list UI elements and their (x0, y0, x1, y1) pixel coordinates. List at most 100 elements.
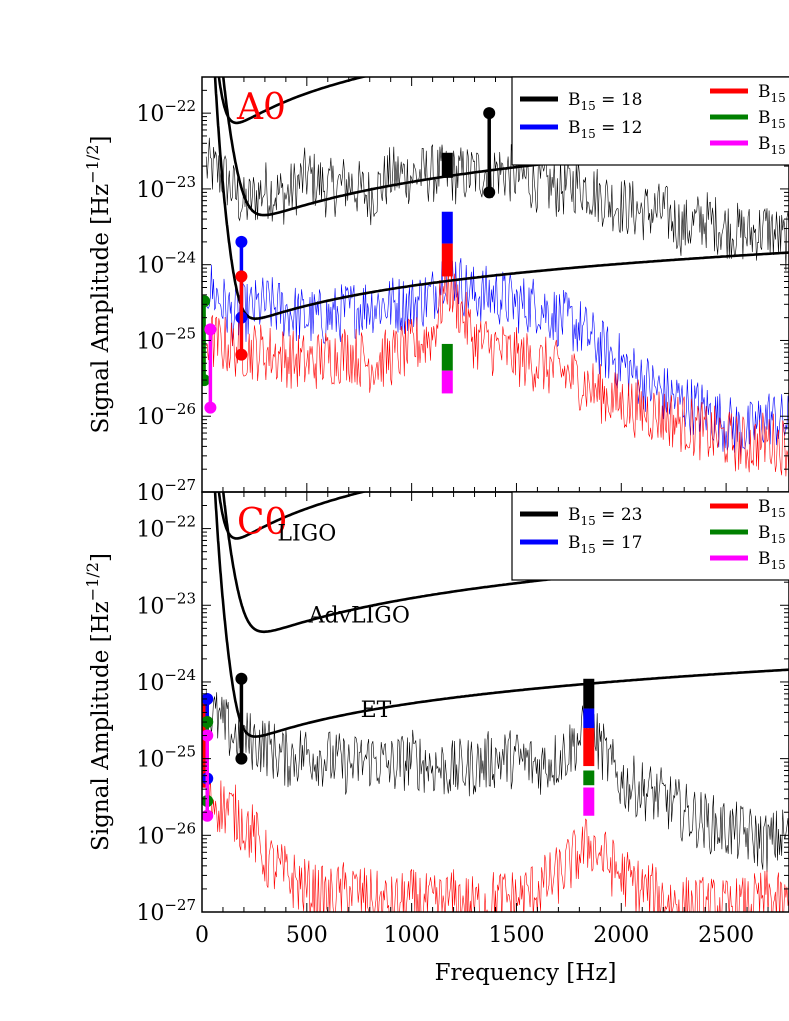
y-tick-exponent: −26 (164, 819, 196, 837)
y-tick-exponent: −27 (164, 476, 196, 494)
y-axis-label-main: Signal Amplitude [Hz (88, 184, 114, 434)
x-tick-label: 0 (195, 923, 209, 948)
marker-bar-5 (441, 152, 453, 178)
marker-dot-top-4 (204, 323, 217, 336)
x-tick-label: 2500 (698, 923, 754, 948)
legend-base: B (758, 523, 771, 543)
legend-base: B (758, 134, 771, 154)
legend-rest: = 23 (596, 505, 643, 525)
marker-dot-top-2 (202, 692, 214, 705)
plot-area (202, 492, 789, 912)
y-tick-exponent: −22 (164, 513, 196, 531)
legend-sub: 15 (581, 542, 596, 556)
legend-sub: 15 (581, 514, 596, 528)
marker-bar-6 (583, 708, 595, 729)
spectrum-series-0 (205, 137, 789, 271)
y-tick-base: 10 (136, 748, 164, 773)
marker-dot-bottom-1 (235, 348, 248, 361)
y-tick-label: 10−22 (136, 513, 196, 543)
spectrum-series-1 (205, 773, 789, 912)
y-tick-exponent: −23 (164, 173, 196, 191)
y-tick-exponent: −24 (164, 249, 196, 267)
marker-bar-7 (583, 728, 595, 767)
y-tick-base: 10 (136, 594, 164, 619)
y-tick-exponent: −23 (164, 589, 196, 607)
y-tick-exponent: −25 (164, 324, 196, 342)
marker-dot-bottom-4 (204, 401, 217, 414)
legend-sub: 15 (771, 143, 786, 157)
legend-entry: B15 = 23 (568, 505, 642, 528)
y-tick-label: 10−26 (136, 400, 196, 430)
y-tick-exponent: −27 (164, 896, 196, 914)
y-axis-label-exponent: −1/2 (83, 145, 102, 184)
x-tick-label: 2000 (593, 923, 649, 948)
legend-base: B (758, 549, 771, 569)
legend-entry: B15 = (758, 549, 789, 572)
spectrum-series-2 (205, 259, 789, 477)
curve-label: AdvLIGO (308, 603, 410, 628)
x-tick-label: 500 (286, 923, 328, 948)
y-axis-label-close: ] (88, 553, 114, 562)
y-tick-label: 10−24 (136, 249, 196, 279)
marker-dot-bottom-0 (235, 752, 248, 765)
legend-rest: = 12 (596, 118, 643, 138)
curve-label: LIGO (277, 521, 336, 546)
marker-dot-bottom-4 (202, 809, 214, 822)
marker-dot-top-2 (483, 107, 496, 120)
plot-area (202, 77, 789, 477)
legend-sub: 15 (581, 127, 596, 141)
y-tick-exponent: −24 (164, 666, 196, 684)
legend-entry: B15 = (758, 497, 789, 520)
marker-bar-6 (441, 211, 453, 244)
legend-base: B (568, 533, 581, 553)
legend-rest: = 17 (596, 533, 643, 553)
y-tick-label: 10−27 (136, 896, 196, 926)
x-axis-label: Frequency [Hz] (435, 960, 617, 986)
spectrum-series-1 (205, 247, 789, 457)
marker-bar-5 (583, 678, 595, 709)
y-tick-exponent: −26 (164, 400, 196, 418)
marker-bar-9 (583, 787, 595, 816)
legend-entry: B15 = 18 (568, 90, 642, 113)
y-tick-exponent: −22 (164, 97, 196, 115)
ligo-sensitivity-curve (217, 77, 368, 125)
legend-entry: B15 = 17 (568, 533, 642, 556)
panel-label: A0 (236, 87, 286, 128)
y-tick-base: 10 (136, 824, 164, 849)
marker-dot-top-3 (202, 716, 214, 729)
legend-sub: 15 (771, 558, 786, 572)
legend-entry: B15 = (758, 82, 789, 105)
marker-bar-9 (441, 370, 453, 394)
y-tick-base: 10 (136, 102, 164, 127)
legend-base: B (568, 118, 581, 138)
ligo-sensitivity-curve (217, 492, 368, 540)
legend-entry: B15 = (758, 523, 789, 546)
y-tick-base: 10 (136, 329, 164, 354)
y-axis-label: Signal Amplitude [Hz−1/2] (83, 136, 114, 434)
legend-sub: 15 (771, 117, 786, 131)
y-tick-base: 10 (136, 405, 164, 430)
marker-dot-top-4 (202, 729, 214, 742)
marker-dot-top-1 (235, 270, 248, 283)
legend-sub: 15 (771, 532, 786, 546)
y-tick-label: 10−27 (136, 476, 196, 506)
legend-entry: B15 = (758, 108, 789, 131)
et-sensitivity-curve (213, 77, 789, 320)
y-tick-base: 10 (136, 901, 164, 926)
y-tick-label: 10−24 (136, 666, 196, 696)
legend-rest: = (786, 523, 789, 543)
x-tick-label: 1500 (488, 923, 544, 948)
legend-rest: = (786, 134, 789, 154)
y-tick-label: 10−23 (136, 173, 196, 203)
marker-dot-top-0 (235, 672, 248, 685)
legend-base: B (758, 497, 771, 517)
spectrum-series-0 (205, 689, 789, 873)
y-tick-label: 10−22 (136, 97, 196, 127)
legend-rest: = (786, 549, 789, 569)
y-tick-base: 10 (136, 254, 164, 279)
y-tick-base: 10 (136, 178, 164, 203)
y-tick-label: 10−25 (136, 743, 196, 773)
marker-dot-top-3 (202, 295, 211, 308)
legend-rest: = (786, 82, 789, 102)
marker-dot-bottom-2 (483, 186, 496, 199)
